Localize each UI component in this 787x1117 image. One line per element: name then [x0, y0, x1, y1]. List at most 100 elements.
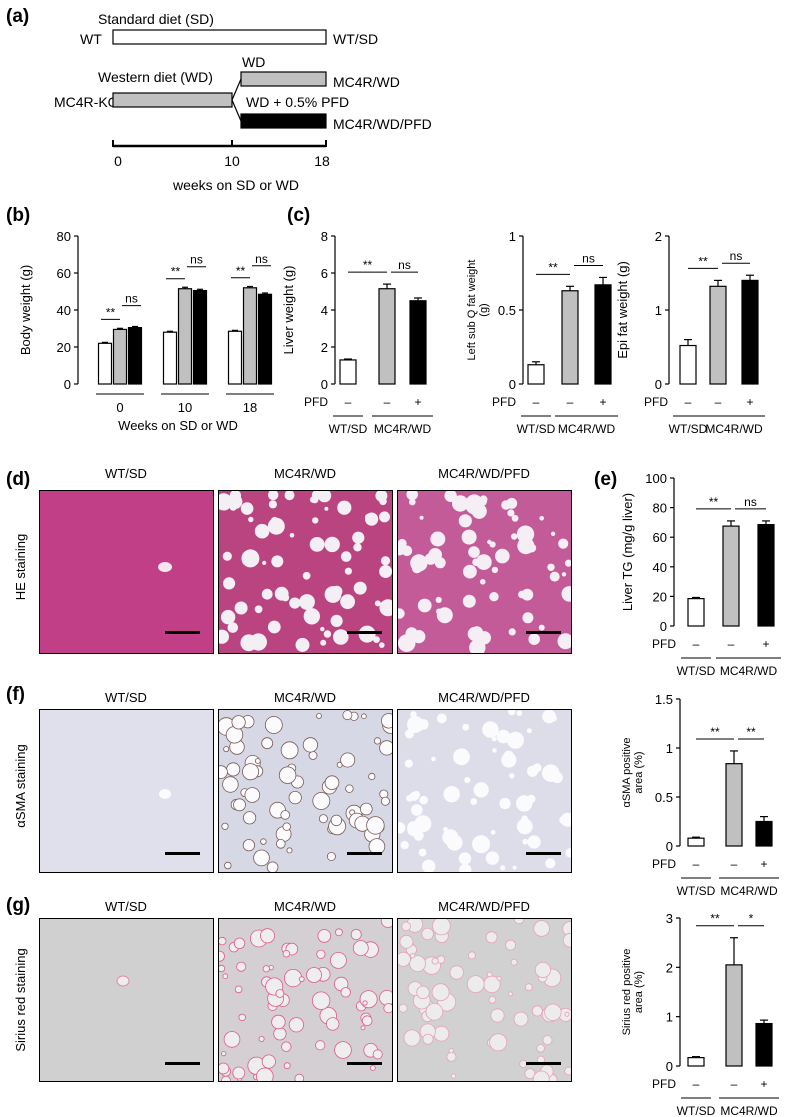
- subq-bar: [561, 290, 579, 385]
- timeline-0: 0: [114, 153, 122, 169]
- asma-ytick-label: 1: [666, 741, 673, 756]
- timeline-10: 10: [224, 153, 240, 169]
- epi-ytick-label: 1: [655, 303, 662, 318]
- subq-pfd-minus: –: [533, 395, 540, 409]
- body-ytick-label: 40: [57, 303, 71, 318]
- epi-ytick-label: 0: [655, 377, 662, 392]
- tg-ytick-label: 60: [653, 530, 667, 545]
- sirius-ytick-label: 3: [666, 911, 673, 926]
- asma-bar: [725, 763, 743, 847]
- subq-group-wt: WT/SD: [517, 422, 556, 436]
- asma-title-pfd: MC4R/WD/PFD: [438, 690, 530, 705]
- scheme-diagram: (a) Standard diet (SD) WT WT/SD WD Weste…: [6, 6, 432, 193]
- sirius-sig-label: **: [710, 912, 720, 926]
- liver-pfd-label: PFD: [304, 395, 328, 409]
- sirius-pfd-label: PFD: [652, 1077, 676, 1091]
- tg-ytick-label: 100: [645, 471, 667, 486]
- body-group-label: 10: [178, 400, 192, 415]
- sirius-pfd-plus: +: [760, 1077, 767, 1091]
- subq-bar: [527, 364, 545, 385]
- body-bar: [177, 288, 193, 385]
- tg-sig-label: **: [709, 495, 719, 509]
- panel-a-label: (a): [6, 6, 29, 27]
- sirius-bar: [725, 964, 743, 1067]
- asma-micrograph-mc4r: [218, 709, 393, 873]
- asma-title-mc4r: MC4R/WD: [274, 690, 336, 705]
- he-micrograph-pfd: [397, 490, 572, 654]
- sirius-bar: [687, 1057, 705, 1067]
- sirius-ytick-label: 2: [666, 960, 673, 975]
- sirius-group-mc4r: MC4R/WD: [720, 1104, 778, 1117]
- sirius-ytick-label: 1: [666, 1010, 673, 1025]
- body-ylabel: Body weight (g): [18, 265, 33, 355]
- tg-bar: [687, 598, 705, 627]
- body-sig-label: **: [171, 265, 181, 279]
- scale-bar: [347, 631, 382, 634]
- scale-bar: [165, 631, 200, 634]
- body-sig-label: **: [236, 264, 246, 278]
- epi-bar: [741, 279, 759, 385]
- panel-d-label: (d): [6, 469, 30, 490]
- subq-ytick-label: 0.5: [498, 303, 516, 318]
- epi-ytick-label: 2: [655, 229, 662, 244]
- sirius-micrograph-mc4r: [218, 918, 393, 1082]
- asma-pfd-plus: +: [760, 857, 767, 871]
- liver-pfd-plus: +: [414, 395, 421, 409]
- body-bar: [227, 330, 243, 385]
- tg-ytick-label: 20: [653, 589, 667, 604]
- epi-bar: [709, 285, 727, 385]
- body-bar: [257, 293, 273, 385]
- body-bar: [112, 328, 128, 385]
- asma-pfd-minus: –: [693, 857, 700, 871]
- liver-bar: [409, 300, 427, 385]
- liver-ytick-label: 8: [321, 229, 328, 244]
- scale-bar: [526, 852, 561, 855]
- panel-c-label: (c): [287, 205, 310, 226]
- liver-ylabel: Liver weight (g): [281, 266, 296, 355]
- sirius-sig-label: *: [749, 912, 754, 926]
- asma-bar: [687, 837, 705, 847]
- sirius-micrograph-pfd: [397, 918, 572, 1082]
- sirius-title-mc4r: MC4R/WD: [274, 899, 336, 914]
- scale-bar: [347, 852, 382, 855]
- asma-ytick-label: 0: [666, 839, 673, 854]
- asma-pfd-label: PFD: [652, 857, 676, 871]
- subq-sig-label: **: [548, 260, 558, 274]
- body-group-label: 0: [116, 400, 123, 415]
- scale-bar: [526, 1062, 561, 1065]
- liver-sig-label: ns: [398, 258, 411, 272]
- sirius-title-wt: WT/SD: [105, 899, 147, 914]
- tg-ylabel: Liver TG (mg/g liver): [620, 493, 635, 611]
- body-ytick-label: 20: [57, 340, 71, 355]
- subq-ylabel: Left sub Q fat weight: [466, 260, 478, 361]
- asma-ylabel: area (%): [633, 751, 645, 793]
- body-bar: [162, 331, 178, 385]
- epi-pfd-minus: –: [685, 395, 692, 409]
- tg-pfd-plus: +: [762, 637, 769, 651]
- epi-pfd-label: PFD: [644, 395, 668, 409]
- epi-pfd-plus: +: [746, 395, 753, 409]
- epi-group-wt: WT/SD: [669, 422, 708, 436]
- body-xlabel: Weeks on SD or WD: [118, 418, 238, 433]
- western-diet-label: Western diet (WD): [98, 69, 213, 85]
- asma-micrograph-pfd: [397, 709, 572, 873]
- sirius-bar: [755, 1022, 773, 1067]
- body-ytick-label: 60: [57, 266, 71, 281]
- tg-ytick-label: 40: [653, 560, 667, 575]
- asma-title-wt: WT/SD: [105, 690, 147, 705]
- subq-ylabel: (g): [478, 303, 490, 316]
- liver-ytick-label: 0: [321, 377, 328, 392]
- timeline-xlabel: weeks on SD or WD: [172, 177, 299, 193]
- wt-sd-label: WT/SD: [333, 31, 378, 47]
- subq-group-mc4r: MC4R/WD: [558, 422, 616, 436]
- liver-group-mc4r: MC4R/WD: [374, 422, 432, 436]
- panel-g-label: (g): [6, 895, 30, 916]
- subq-pfd-label: PFD: [492, 395, 516, 409]
- timeline-18: 18: [314, 153, 330, 169]
- body-bar: [242, 287, 258, 385]
- panel-b-label: (b): [6, 205, 30, 226]
- scale-bar: [526, 631, 561, 634]
- epi-ylabel: Epi fat weight (g): [615, 261, 630, 359]
